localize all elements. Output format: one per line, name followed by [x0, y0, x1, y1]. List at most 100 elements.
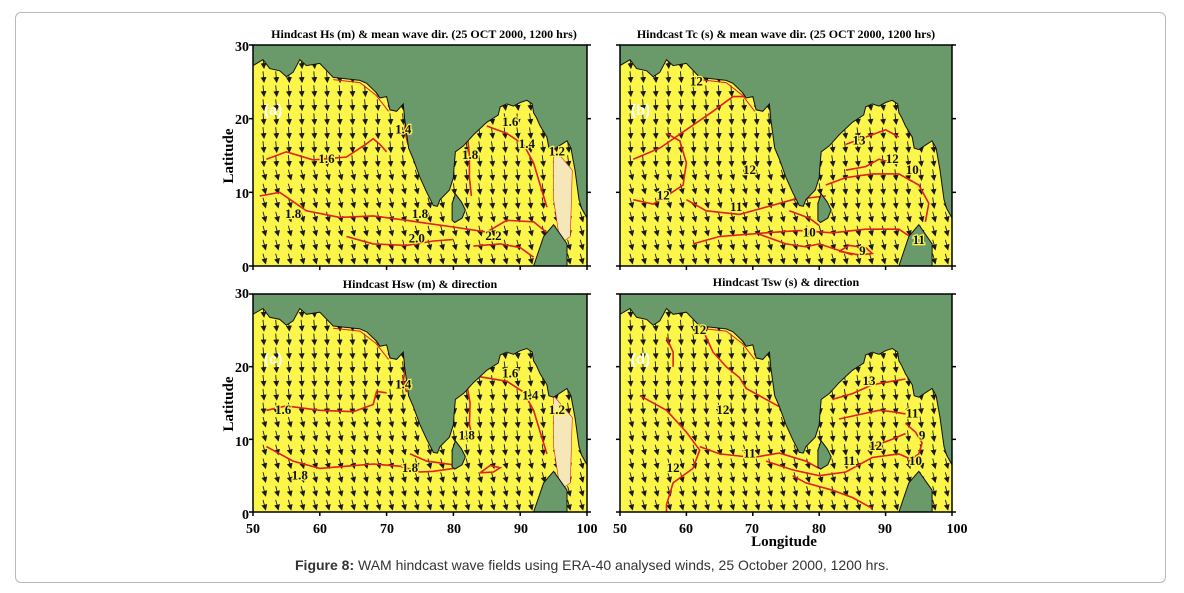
wave-arrow — [892, 197, 899, 209]
contour-label: 1.8 — [402, 460, 419, 475]
wave-arrow — [477, 458, 484, 470]
wave-arrow — [285, 375, 292, 387]
wave-arrow — [502, 225, 509, 237]
wave-arrow — [805, 211, 811, 223]
contour-line — [632, 95, 753, 160]
wave-arrow — [715, 141, 722, 154]
wave-arrow — [627, 141, 634, 154]
wave-arrow — [337, 239, 344, 251]
wave-arrow — [930, 169, 937, 181]
panel-a: 1.61.41.8 1.82.0 2.21.81.61.4 1.2(a) — [249, 44, 591, 270]
wave-arrow — [324, 499, 331, 511]
wave-arrow — [779, 253, 786, 265]
wave-arrow — [868, 211, 874, 223]
wave-arrow — [298, 141, 305, 154]
wave-arrow — [324, 239, 331, 251]
wave-arrow — [489, 197, 496, 209]
wave-arrow — [753, 155, 760, 168]
panel-letter: (b) — [631, 102, 650, 119]
wave-arrow — [324, 169, 331, 181]
wave-arrow — [375, 458, 382, 470]
wave-arrow — [805, 253, 811, 265]
wave-arrow — [754, 253, 761, 265]
wave-arrow — [362, 375, 369, 387]
wave-arrow — [362, 85, 369, 98]
wave-arrow — [388, 472, 395, 483]
wave-arrow — [540, 169, 546, 181]
wave-arrow — [703, 113, 710, 126]
wave-arrow — [260, 388, 267, 401]
wave-arrow — [880, 253, 887, 265]
wave-arrow — [299, 499, 306, 511]
contour-label: 12 — [690, 74, 703, 89]
wave-arrow — [716, 225, 723, 237]
wave-arrow — [323, 347, 330, 360]
wave-arrow — [273, 319, 280, 332]
wave-arrow — [273, 71, 280, 84]
wave-arrow — [627, 71, 634, 84]
wave-arrow — [426, 225, 433, 237]
wave-arrow — [311, 127, 318, 140]
wave-arrow — [867, 197, 874, 209]
wave-arrow — [741, 253, 748, 265]
wave-arrow — [362, 99, 369, 112]
wave-arrow — [413, 485, 420, 497]
contour-label: 1.8 — [285, 206, 302, 221]
wave-arrow — [274, 225, 280, 237]
contour-line — [259, 191, 427, 225]
wave-arrow — [362, 225, 369, 237]
y-tick: 10 — [235, 187, 249, 202]
wave-arrow — [362, 472, 369, 483]
wave-arrow — [413, 197, 420, 209]
wave-arrow — [439, 239, 445, 251]
caption-label: Figure 8: — [295, 557, 355, 573]
wave-arrow — [627, 155, 634, 168]
wave-arrow — [261, 444, 268, 456]
wave-arrow — [893, 225, 900, 237]
wave-arrow — [766, 113, 773, 126]
wave-arrow — [627, 113, 634, 126]
wave-arrow — [349, 141, 356, 154]
wave-arrow — [464, 472, 471, 483]
wave-arrow — [299, 430, 306, 442]
wave-arrow — [476, 169, 483, 181]
wave-arrow — [273, 375, 280, 387]
contour-line — [266, 445, 454, 473]
wave-arrow — [817, 225, 824, 237]
y-tick: 0 — [242, 261, 249, 276]
wave-arrow — [260, 127, 267, 140]
contour-line — [845, 128, 900, 146]
wave-arrow — [464, 499, 471, 511]
y-axis-label-bottom: Latitude — [221, 376, 237, 431]
contour-label: 1.4 — [522, 387, 539, 402]
wave-arrow — [666, 253, 673, 265]
wave-arrow — [260, 155, 267, 168]
wave-arrow — [337, 416, 344, 428]
wave-arrow — [729, 225, 736, 237]
wave-arrow — [388, 430, 395, 442]
wave-arrow — [665, 85, 672, 98]
wave-arrow — [401, 430, 407, 442]
wave-arrow — [527, 169, 534, 181]
wave-arrow — [640, 113, 647, 126]
wave-arrow — [260, 402, 267, 415]
panel-letter: (c) — [264, 351, 282, 368]
wave-arrow — [854, 141, 861, 153]
wave-arrow — [527, 225, 534, 237]
wave-arrow — [387, 388, 394, 401]
wave-arrow — [388, 211, 395, 223]
wave-arrow — [690, 71, 697, 84]
wave-arrow — [678, 239, 685, 251]
wave-arrow — [375, 169, 382, 181]
wave-arrow — [261, 472, 268, 483]
wave-arrow — [703, 141, 710, 154]
wave-arrow — [540, 472, 547, 483]
wave-arrow — [451, 253, 458, 265]
wave-arrow — [715, 85, 722, 98]
wave-arrow — [285, 127, 292, 140]
wave-arrow — [690, 113, 697, 126]
wave-arrow — [830, 253, 837, 265]
wave-arrow — [375, 485, 382, 497]
wave-arrow — [273, 141, 280, 154]
